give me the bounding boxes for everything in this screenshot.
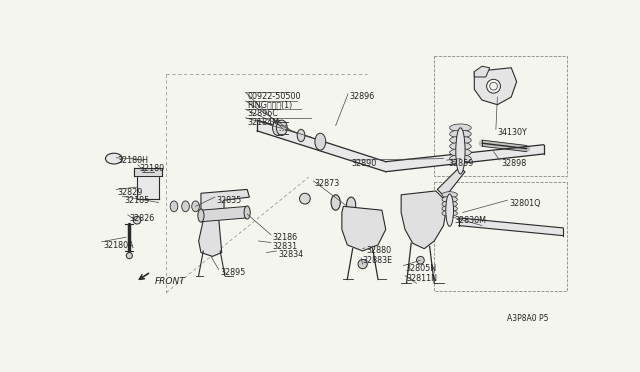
Text: 32890: 32890 [351, 158, 376, 168]
Circle shape [126, 253, 132, 259]
Ellipse shape [442, 201, 458, 207]
Ellipse shape [315, 133, 326, 150]
Polygon shape [386, 145, 543, 172]
Polygon shape [201, 206, 247, 222]
Text: 32184M: 32184M [247, 118, 279, 127]
Circle shape [486, 79, 500, 93]
Ellipse shape [182, 201, 189, 212]
Circle shape [133, 217, 141, 224]
Text: 32830M: 32830M [454, 216, 486, 225]
Text: 32895: 32895 [220, 268, 246, 277]
Ellipse shape [442, 196, 458, 202]
Text: 32805N: 32805N [405, 264, 436, 273]
Circle shape [490, 82, 497, 90]
Text: FRONT: FRONT [155, 277, 186, 286]
Text: 32896: 32896 [349, 92, 375, 102]
Ellipse shape [297, 129, 305, 142]
Ellipse shape [450, 142, 471, 150]
Text: 32826: 32826 [129, 214, 155, 223]
Text: 32811N: 32811N [406, 274, 438, 283]
Text: 32801Q: 32801Q [509, 199, 540, 208]
Text: 32896C: 32896C [247, 109, 278, 118]
Ellipse shape [442, 192, 458, 198]
Polygon shape [137, 174, 159, 199]
Ellipse shape [450, 136, 471, 144]
Polygon shape [401, 191, 447, 249]
Circle shape [358, 260, 367, 269]
Circle shape [300, 193, 310, 204]
Polygon shape [437, 168, 465, 197]
Ellipse shape [244, 206, 250, 219]
Circle shape [417, 256, 424, 264]
Ellipse shape [442, 206, 458, 212]
Ellipse shape [450, 130, 471, 138]
Polygon shape [459, 218, 563, 235]
Polygon shape [342, 206, 386, 251]
Ellipse shape [450, 148, 471, 156]
Ellipse shape [276, 120, 287, 135]
Ellipse shape [192, 201, 200, 212]
Text: 32880: 32880 [367, 246, 392, 256]
Ellipse shape [450, 124, 471, 132]
Ellipse shape [170, 201, 178, 212]
Ellipse shape [442, 210, 458, 217]
Polygon shape [201, 189, 250, 220]
Text: 32834: 32834 [278, 250, 303, 259]
Ellipse shape [346, 197, 356, 212]
Text: 32883E: 32883E [363, 256, 393, 265]
Text: 32186: 32186 [273, 233, 298, 242]
Ellipse shape [331, 195, 340, 210]
Ellipse shape [446, 194, 454, 226]
Polygon shape [474, 68, 516, 105]
Text: 32185: 32185 [124, 196, 149, 205]
Text: A3P8A0 P5: A3P8A0 P5 [508, 314, 549, 323]
Ellipse shape [273, 120, 284, 135]
Polygon shape [474, 66, 490, 77]
Text: 32180: 32180 [140, 164, 164, 173]
Polygon shape [134, 168, 162, 176]
Text: 32831: 32831 [273, 242, 298, 251]
Polygon shape [198, 218, 221, 256]
Text: 32180H: 32180H [118, 156, 148, 165]
Text: 32898: 32898 [501, 158, 527, 168]
Ellipse shape [456, 128, 465, 174]
Ellipse shape [198, 209, 204, 222]
Text: 00922-50500: 00922-50500 [247, 92, 301, 102]
Text: 32873: 32873 [315, 179, 340, 188]
Ellipse shape [450, 155, 471, 163]
Text: 32829: 32829 [118, 188, 143, 197]
Text: 32180A: 32180A [103, 241, 134, 250]
Ellipse shape [106, 153, 122, 164]
Text: 32859: 32859 [448, 158, 474, 168]
Text: RINGリング(1): RINGリング(1) [247, 101, 292, 110]
Text: 32835: 32835 [216, 196, 242, 205]
Text: 34130Y: 34130Y [497, 128, 527, 137]
Polygon shape [257, 120, 386, 172]
